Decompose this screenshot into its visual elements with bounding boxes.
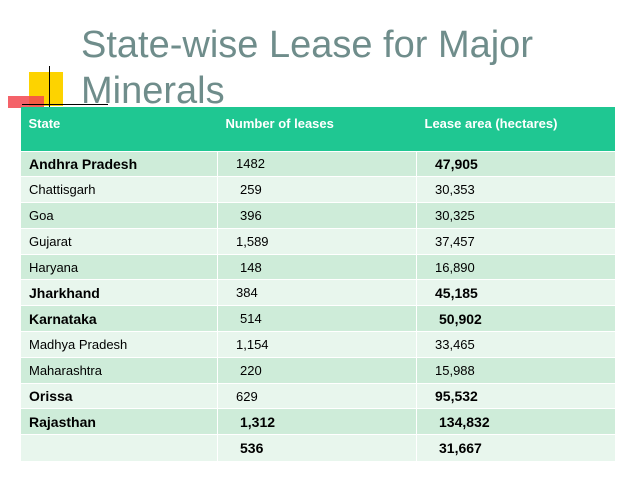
page-title: State-wise Lease for Major Minerals: [81, 24, 533, 112]
table-row: Jharkhand 384 45,185: [20, 279, 615, 306]
cell-state: Madhya Pradesh: [20, 331, 218, 358]
cell-leases: 1,312: [217, 408, 417, 435]
decor-red-bar: [8, 96, 44, 108]
decor-horizontal-line: [22, 104, 108, 105]
cell-area: 95,532: [416, 382, 615, 409]
cell-state: Andhra Pradesh: [20, 150, 218, 177]
cell-state: Maharashtra: [20, 356, 218, 384]
cell-state: Goa: [20, 202, 218, 229]
decor-vertical-line: [49, 66, 50, 110]
cell-leases: 629: [217, 382, 417, 409]
table-row: Haryana 148 16,890: [20, 253, 615, 280]
cell-leases: 384: [217, 279, 417, 306]
cell-state: Gujarat: [20, 227, 218, 255]
cell-leases: 220: [217, 356, 417, 384]
cell-leases: 1,154: [217, 331, 417, 358]
cell-state: Chattisgarh: [20, 176, 218, 203]
table-row: Madhya Pradesh 1,154 33,465: [20, 331, 615, 358]
cell-state: Orissa: [20, 382, 218, 409]
cell-area: 30,353: [416, 176, 615, 203]
cell-area: 37,457: [416, 227, 615, 255]
cell-area: 30,325: [416, 202, 615, 229]
header-state: State: [20, 107, 218, 151]
cell-leases: 259: [217, 176, 417, 203]
table-header-row: State Number of leases Lease area (hecta…: [20, 107, 615, 151]
cell-leases: 396: [217, 202, 417, 229]
cell-leases: 1482: [217, 150, 417, 177]
cell-state: Karnataka: [20, 305, 218, 332]
cell-area: 45,185: [416, 279, 615, 306]
header-area: Lease area (hectares): [416, 107, 615, 151]
table-row: Chattisgarh 259 30,353: [20, 176, 615, 203]
table-row: Orissa 629 95,532: [20, 382, 615, 409]
cell-state: Haryana: [20, 253, 218, 280]
cell-leases: 514: [217, 305, 417, 332]
table-row: Maharashtra 220 15,988: [20, 356, 615, 384]
table-row: Karnataka 514 50,902: [20, 305, 615, 332]
cell-leases: 1,589: [217, 227, 417, 255]
cell-area: 134,832: [416, 408, 615, 435]
cell-state: Jharkhand: [20, 279, 218, 306]
cell-area: 16,890: [416, 253, 615, 280]
table-row: Gujarat 1,589 37,457: [20, 227, 615, 255]
cell-area: 33,465: [416, 331, 615, 358]
cell-leases: 148: [217, 253, 417, 280]
table-row: Rajasthan 1,312 134,832: [20, 408, 615, 435]
table-row: Goa 396 30,325: [20, 202, 615, 229]
cell-leases: 536: [217, 434, 417, 461]
cell-area: 31,667: [416, 434, 615, 461]
cell-area: 15,988: [416, 356, 615, 384]
cell-state: [20, 434, 218, 461]
table-row: 536 31,667: [20, 434, 615, 461]
cell-state: Rajasthan: [20, 408, 218, 435]
header-leases: Number of leases: [217, 107, 417, 151]
table-row: Andhra Pradesh 1482 47,905: [20, 150, 615, 177]
lease-table: State Number of leases Lease area (hecta…: [20, 107, 615, 461]
cell-area: 50,902: [416, 305, 615, 332]
cell-area: 47,905: [416, 150, 615, 177]
